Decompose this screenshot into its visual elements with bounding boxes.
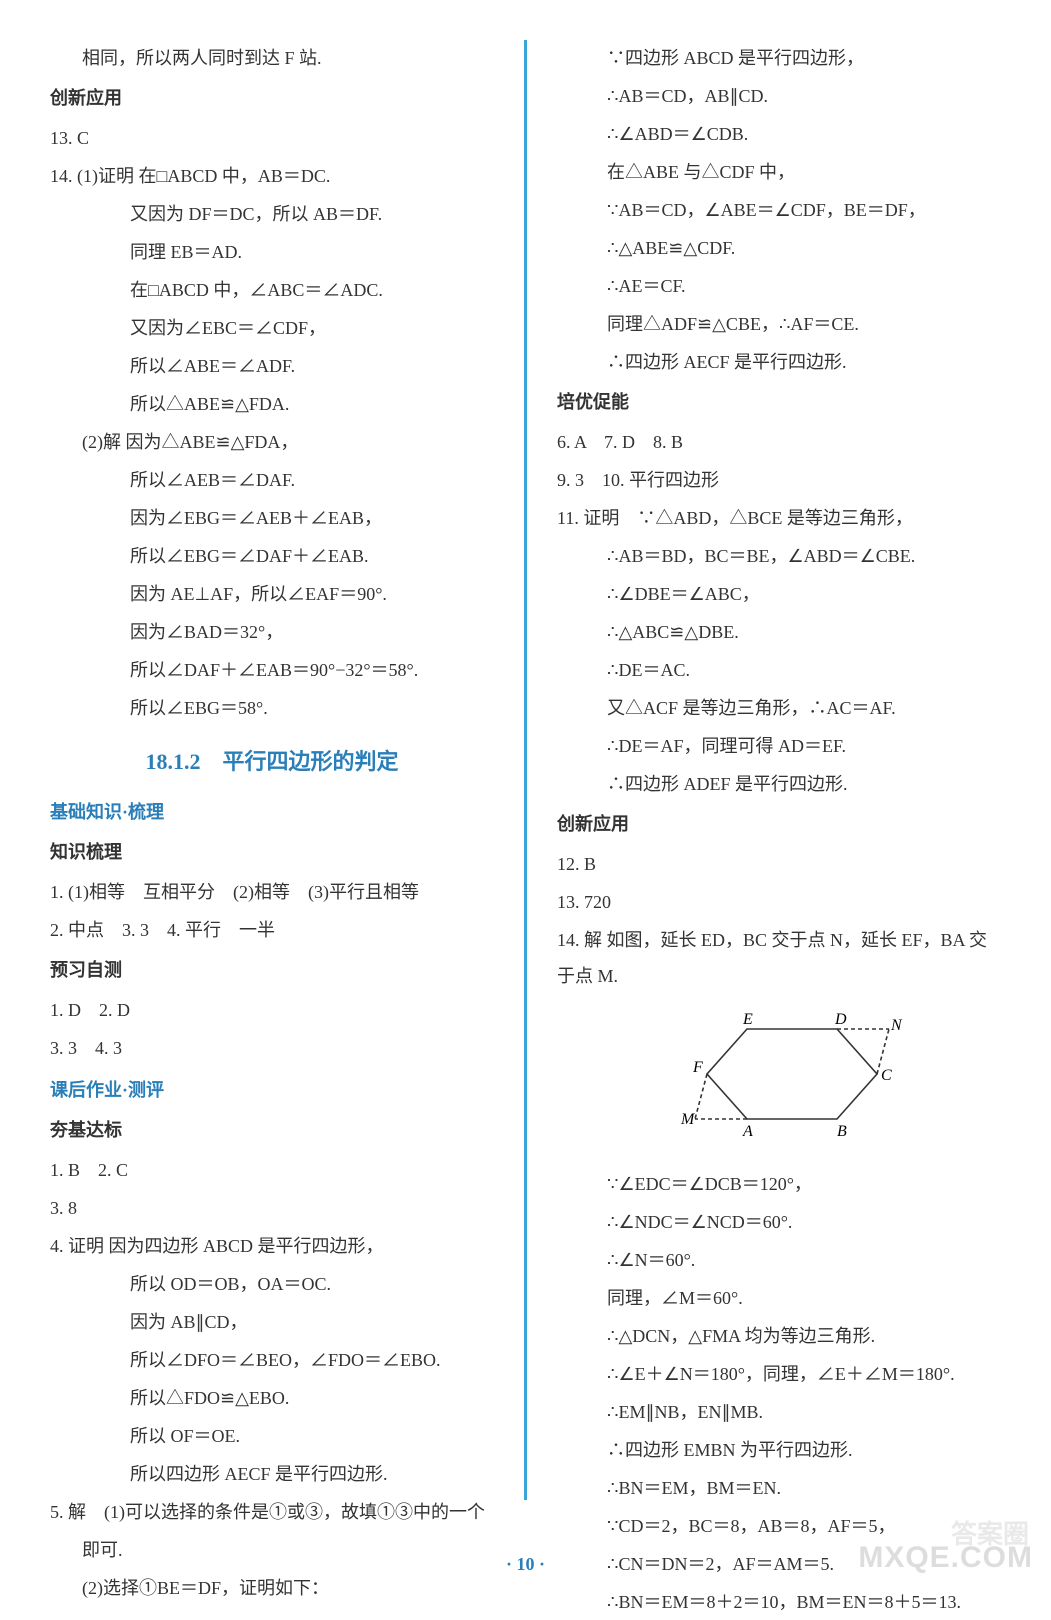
text: ∴∠DBE＝∠ABC，	[557, 576, 1001, 612]
watermark-url: MXQE.COM	[858, 1528, 1033, 1588]
text: ∴四边形 EMBN 为平行四边形.	[557, 1432, 1001, 1468]
svg-text:M: M	[680, 1111, 696, 1128]
text: ∴EM∥NB，EN∥MB.	[557, 1394, 1001, 1430]
text: 3. 3 4. 3	[50, 1030, 494, 1066]
text: ∴AB＝BD，BC＝BE，∠ABD＝∠CBE.	[557, 538, 1001, 574]
text: 所以∠ABE＝∠ADF.	[50, 348, 494, 384]
text: ∴BN＝EM，BM＝EN.	[557, 1470, 1001, 1506]
svg-text:A: A	[742, 1123, 753, 1140]
hexagon-diagram: E D N C B A M F	[677, 1004, 1001, 1156]
text: ∴∠ABD＝∠CDB.	[557, 116, 1001, 152]
text: (2)解 因为△ABE≌△FDA，	[50, 424, 494, 460]
text: 2. 中点 3. 3 4. 平行 一半	[50, 912, 494, 948]
text: 所以∠EBG＝∠DAF＋∠EAB.	[50, 538, 494, 574]
text: 所以 OD＝OB，OA＝OC.	[50, 1266, 494, 1302]
text: 1. D 2. D	[50, 992, 494, 1028]
text: ∵∠EDC＝∠DCB＝120°，	[557, 1166, 1001, 1202]
text: 所以∠EBG＝58°.	[50, 690, 494, 726]
svg-text:B: B	[837, 1123, 847, 1140]
text: ∵AB＝CD，∠ABE＝∠CDF，BE＝DF，	[557, 192, 1001, 228]
text: ∴DE＝AC.	[557, 652, 1001, 688]
text: 14. (1)证明 在□ABCD 中，AB＝DC.	[50, 158, 494, 194]
text: 1. (1)相等 互相平分 (2)相等 (3)平行且相等	[50, 874, 494, 910]
text: 因为∠EBG＝∠AEB＋∠EAB，	[50, 500, 494, 536]
heading: 创新应用	[50, 80, 494, 116]
text: ∴四边形 AECF 是平行四边形.	[557, 344, 1001, 380]
text: 所以△FDO≌△EBO.	[50, 1380, 494, 1416]
text: ∴四边形 ADEF 是平行四边形.	[557, 766, 1001, 802]
text: 因为 AE⊥AF，所以∠EAF＝90°.	[50, 576, 494, 612]
heading: 知识梳理	[50, 834, 494, 870]
text: ∴△ABC≌△DBE.	[557, 614, 1001, 650]
text: 又△ACF 是等边三角形，∴AC＝AF.	[557, 690, 1001, 726]
heading: 夯基达标	[50, 1112, 494, 1148]
text: 4. 证明 因为四边形 ABCD 是平行四边形，	[50, 1228, 494, 1264]
heading: 预习自测	[50, 952, 494, 988]
text: ∴∠NDC＝∠NCD＝60°.	[557, 1204, 1001, 1240]
text: ∵四边形 ABCD 是平行四边形，	[557, 40, 1001, 76]
text: 所以∠AEB＝∠DAF.	[50, 462, 494, 498]
text: 又因为 DF＝DC，所以 AB＝DF.	[50, 196, 494, 232]
text: ∴∠N＝60°.	[557, 1242, 1001, 1278]
svg-text:D: D	[834, 1011, 847, 1028]
svg-text:N: N	[890, 1017, 903, 1034]
text: 11. 证明 ∵△ABD，△BCE 是等边三角形，	[557, 500, 1001, 536]
text: ∴BN＝EM＝8＋2＝10，BM＝EN＝8＋5＝13.	[557, 1584, 1001, 1620]
text: 13. C	[50, 120, 494, 156]
subhead: 课后作业·测评	[50, 1072, 494, 1108]
text: 1. B 2. C	[50, 1152, 494, 1188]
two-column-layout: 相同，所以两人同时到达 F 站. 创新应用 13. C 14. (1)证明 在□…	[50, 40, 1001, 1500]
text: 所以∠DAF＋∠EAB＝90°−32°＝58°.	[50, 652, 494, 688]
text: 所以 OF＝OE.	[50, 1418, 494, 1454]
heading: 培优促能	[557, 384, 1001, 420]
text: 同理 EB＝AD.	[50, 234, 494, 270]
column-divider	[524, 40, 527, 1500]
text: ∴DE＝AF，同理可得 AD＝EF.	[557, 728, 1001, 764]
text: ∴∠E＋∠N＝180°，同理，∠E＋∠M＝180°.	[557, 1356, 1001, 1392]
text: 5. 解 (1)可以选择的条件是①或③，故填①③中的一个	[50, 1494, 494, 1530]
text: 12. B	[557, 846, 1001, 882]
text: 同理，∠M＝60°.	[557, 1280, 1001, 1316]
text: 14. 解 如图，延长 ED，BC 交于点 N，延长 EF，BA 交于点 M.	[557, 922, 1001, 994]
text: 所以∠DFO＝∠BEO，∠FDO＝∠EBO.	[50, 1342, 494, 1378]
text: ∴AB＝CD，AB∥CD.	[557, 78, 1001, 114]
text: 13. 720	[557, 884, 1001, 920]
left-column: 相同，所以两人同时到达 F 站. 创新应用 13. C 14. (1)证明 在□…	[50, 40, 494, 1500]
svg-text:C: C	[881, 1067, 892, 1084]
svg-text:F: F	[692, 1059, 703, 1076]
text: 又因为∠EBC＝∠CDF，	[50, 310, 494, 346]
text: 3. 8	[50, 1190, 494, 1226]
text: ∴△DCN，△FMA 均为等边三角形.	[557, 1318, 1001, 1354]
text: ∴AE＝CF.	[557, 268, 1001, 304]
heading: 创新应用	[557, 806, 1001, 842]
text: 所以四边形 AECF 是平行四边形.	[50, 1456, 494, 1492]
text: 同理△ADF≌△CBE，∴AF＝CE.	[557, 306, 1001, 342]
right-column: ∵四边形 ABCD 是平行四边形， ∴AB＝CD，AB∥CD. ∴∠ABD＝∠C…	[557, 40, 1001, 1500]
text: 6. A 7. D 8. B	[557, 424, 1001, 460]
text: 9. 3 10. 平行四边形	[557, 462, 1001, 498]
subhead: 基础知识·梳理	[50, 794, 494, 830]
text: 在△ABE 与△CDF 中，	[557, 154, 1001, 190]
text: 因为 AB∥CD，	[50, 1304, 494, 1340]
text: 因为∠BAD＝32°，	[50, 614, 494, 650]
section-title: 18.1.2 平行四边形的判定	[50, 740, 494, 784]
text: ∴△ABE≌△CDF.	[557, 230, 1001, 266]
text: 相同，所以两人同时到达 F 站.	[50, 40, 494, 76]
svg-text:E: E	[742, 1011, 753, 1028]
text: 在□ABCD 中，∠ABC＝∠ADC.	[50, 272, 494, 308]
text: 所以△ABE≌△FDA.	[50, 386, 494, 422]
